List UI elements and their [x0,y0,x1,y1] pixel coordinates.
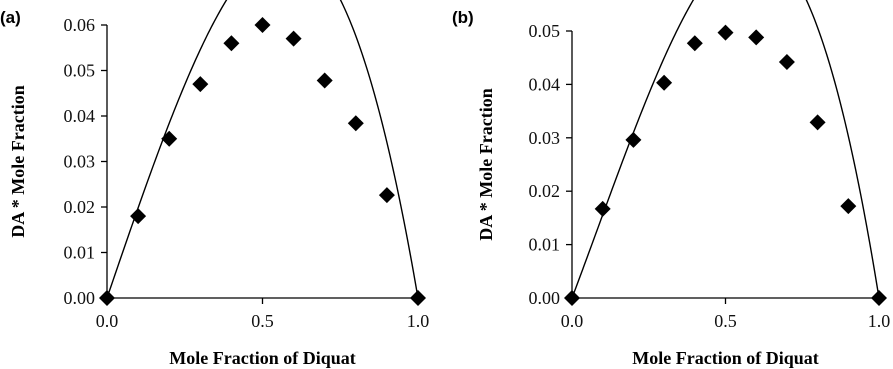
data-point-a [254,17,271,33]
data-point-a [347,115,364,132]
y-tick-label-a: 0.01 [64,243,96,263]
x-tick-label-a: 1.0 [407,311,430,331]
data-point-a [285,30,302,47]
y-tick-label-b: 0.04 [529,74,561,94]
y-axis-title-b: DA * Mole Fraction [476,88,496,240]
data-point-b [840,198,857,215]
y-tick-label-a: 0.02 [64,197,96,217]
data-point-b [871,290,887,306]
y-ticks-a: 0.00 0.01 0.02 0.03 0.04 0.05 0.06 [64,15,107,308]
x-axis-title-a: Mole Fraction of Diquat [169,348,355,368]
data-points-a [99,17,426,306]
data-point-b [564,290,580,306]
y-axis-title-a: DA * Mole Fraction [8,85,28,237]
chart-panel-a: (a) Mole Fraction of Diquat DA * Mole Fr… [0,0,429,368]
y-tick-label-b: 0.03 [529,128,561,148]
data-point-a [378,187,395,204]
data-point-a [161,130,178,147]
data-point-a [223,35,240,52]
y-tick-label-b: 0.01 [529,235,561,255]
data-point-b [809,114,826,131]
data-point-b [748,29,765,46]
y-tick-label-b: 0.02 [529,181,561,201]
x-tick-label-b: 0.0 [561,311,584,331]
y-tick-label-a: 0.05 [64,61,96,81]
data-point-b [656,74,673,91]
fit-curve-a [106,0,419,299]
y-ticks-b: 0.00 0.01 0.02 0.03 0.04 0.05 [529,21,572,308]
x-ticks-a: 0.0 0.5 1.0 [96,298,430,331]
data-point-b [778,53,795,70]
chart-panel-b: (b) Mole Fraction of Diquat DA * Mole Fr… [452,0,890,368]
x-tick-label-b: 1.0 [868,311,891,331]
data-point-b [717,24,734,41]
y-tick-label-a: 0.06 [64,15,96,35]
panel-label-a: (a) [0,8,21,27]
data-point-a [99,290,115,306]
y-tick-label-a: 0.04 [64,106,96,126]
x-tick-label-a: 0.0 [96,311,119,331]
x-axis-title-b: Mole Fraction of Diquat [632,348,818,368]
data-point-b [625,131,642,148]
data-points-b [564,24,887,306]
data-point-a [410,290,426,306]
data-point-a [130,208,147,225]
y-tick-label-b: 0.05 [529,21,561,41]
data-point-a [316,72,333,89]
x-ticks-b: 0.0 0.5 1.0 [561,298,891,331]
x-tick-label-b: 0.5 [714,311,737,331]
data-point-b [686,35,703,52]
data-point-a [192,76,209,93]
data-point-b [594,200,611,217]
x-tick-label-a: 0.5 [251,311,274,331]
y-tick-label-a: 0.00 [64,288,96,308]
fit-curve-b [571,0,880,299]
panel-label-b: (b) [452,8,474,27]
y-tick-label-b: 0.00 [529,288,561,308]
y-tick-label-a: 0.03 [64,152,96,172]
